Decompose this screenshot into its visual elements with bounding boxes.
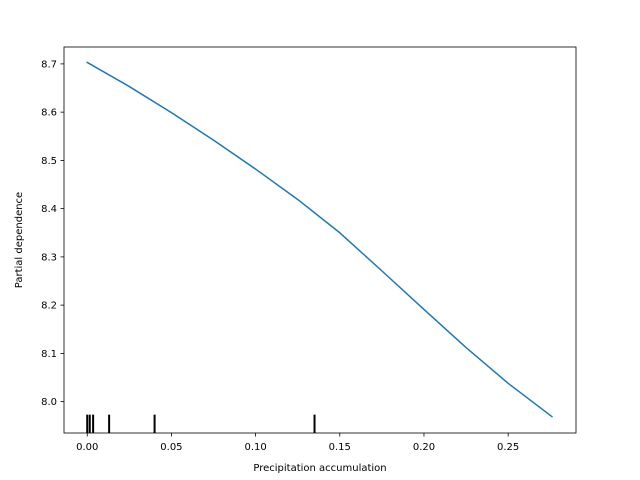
y-tick-label-4: 8.4: [41, 204, 57, 215]
x-tick-label-2: 0.10: [244, 442, 266, 453]
y-tick-label-0: 8.0: [41, 397, 57, 408]
y-axis-label: Partial dependence: [14, 192, 25, 288]
y-tick-label-1: 8.1: [41, 349, 57, 360]
x-tick-label-5: 0.25: [497, 442, 519, 453]
x-axis-label: Precipitation accumulation: [253, 463, 386, 474]
series-line-0: [86, 61, 553, 418]
y-tick-label-3: 8.3: [41, 252, 57, 263]
series-lines: [86, 61, 553, 418]
x-tick-label-3: 0.15: [329, 442, 351, 453]
y-tick-label-7: 8.7: [41, 59, 57, 70]
rug-marks: [86, 414, 316, 433]
plot-frame: [63, 46, 577, 434]
x-tick-label-1: 0.05: [160, 442, 182, 453]
y-axis-ticks: 8.0 8.1 8.2 8.3 8.4 8.5 8.6 8.7: [41, 59, 64, 408]
y-tick-label-2: 8.2: [41, 301, 57, 312]
x-axis-ticks: 0.00 0.05 0.10 0.15 0.20 0.25: [76, 433, 519, 453]
x-tick-label-4: 0.20: [413, 442, 435, 453]
x-tick-label-0: 0.00: [76, 442, 98, 453]
y-tick-label-6: 8.6: [41, 108, 57, 119]
y-tick-label-5: 8.5: [41, 156, 57, 167]
